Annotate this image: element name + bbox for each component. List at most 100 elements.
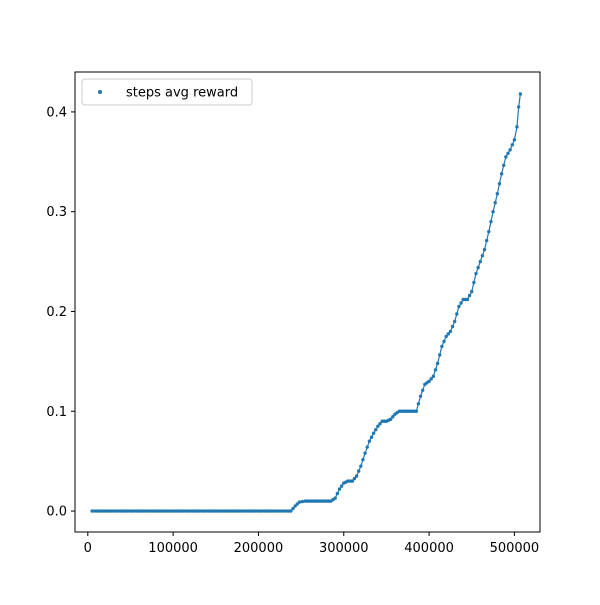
data-point: [137, 509, 141, 513]
data-point: [146, 509, 150, 513]
data-point: [414, 409, 418, 413]
data-point: [255, 509, 260, 513]
data-point: [286, 509, 291, 513]
data-point: [472, 280, 476, 285]
data-point: [474, 271, 478, 276]
data-point: [127, 509, 132, 513]
data-point: [248, 509, 253, 513]
data-point: [508, 148, 512, 152]
data-point: [484, 238, 489, 243]
data-point: [359, 464, 363, 468]
data-point: [160, 509, 164, 513]
y-tick-label: 0.3: [46, 205, 67, 220]
x-tick-label: 200000: [234, 541, 284, 556]
x-tick-label: 100000: [148, 541, 198, 556]
data-point: [144, 509, 148, 513]
data-point: [391, 415, 395, 419]
data-point: [188, 509, 192, 513]
data-point: [92, 509, 97, 513]
data-point: [516, 105, 521, 109]
data-point: [284, 509, 288, 513]
data-point: [438, 353, 442, 357]
data-point: [165, 509, 169, 513]
data-point: [270, 509, 274, 513]
data-point: [289, 509, 293, 513]
data-point: [335, 491, 340, 496]
plot-area: [75, 72, 540, 532]
legend-box: [81, 78, 253, 106]
x-tick-label: 300000: [319, 541, 369, 556]
data-point: [448, 329, 453, 334]
data-point: [225, 509, 230, 513]
data-point: [181, 509, 185, 513]
data-point: [491, 210, 495, 214]
y-tick-label: 0.1: [46, 405, 67, 420]
data-point: [480, 253, 485, 258]
legend-marker: [98, 90, 102, 94]
data-point: [446, 332, 450, 336]
data-point: [197, 509, 202, 513]
data-point: [427, 379, 431, 384]
data-point: [482, 247, 487, 252]
data-point: [153, 509, 157, 513]
data-point: [512, 138, 517, 142]
data-point: [350, 479, 354, 483]
data-point: [282, 509, 286, 513]
data-point: [151, 509, 155, 513]
legend: steps avg reward: [81, 78, 253, 106]
data-point: [444, 334, 448, 339]
data-point: [502, 163, 506, 167]
data-point: [214, 509, 218, 513]
data-point: [376, 424, 380, 428]
data-point: [116, 509, 120, 513]
data-point: [365, 445, 369, 449]
data-marks: [90, 92, 523, 513]
data-point: [356, 469, 361, 473]
data-point: [123, 509, 127, 513]
data-point: [141, 509, 146, 513]
data-point: [339, 484, 344, 488]
data-point: [418, 394, 423, 398]
data-point: [374, 428, 378, 432]
data-point: [297, 500, 302, 504]
x-axis: 0 100000 200000 300000 400000 500000: [84, 532, 539, 556]
data-point: [109, 509, 113, 513]
data-point: [211, 509, 216, 513]
data-point: [218, 509, 223, 513]
data-point: [274, 509, 279, 513]
data-point: [293, 504, 297, 508]
data-point: [277, 509, 281, 513]
data-point: [134, 509, 139, 513]
legend-label: steps avg reward: [126, 86, 238, 101]
data-point: [352, 476, 357, 481]
data-point: [416, 402, 421, 406]
data-point: [230, 509, 234, 513]
data-point: [478, 259, 482, 264]
data-point: [388, 417, 393, 421]
data-point: [495, 192, 500, 196]
data-point: [190, 509, 195, 513]
data-point: [114, 509, 118, 513]
data-point: [452, 319, 457, 324]
data-point: [204, 509, 209, 513]
y-tick-label: 0.0: [46, 505, 67, 520]
data-point: [371, 431, 376, 435]
data-point: [431, 374, 436, 379]
data-point: [504, 155, 508, 159]
data-point: [272, 509, 276, 513]
data-point: [237, 509, 241, 513]
data-point: [106, 509, 111, 513]
y-tick-label: 0.4: [46, 105, 67, 120]
data-point: [510, 143, 514, 147]
data-point: [244, 509, 248, 513]
data-point: [235, 509, 239, 513]
data-point: [158, 509, 162, 513]
data-point: [221, 509, 225, 513]
x-tick-label: 0: [84, 541, 92, 556]
data-point: [295, 502, 299, 506]
data-point: [518, 92, 523, 96]
data-point: [440, 344, 444, 349]
data-point: [487, 229, 491, 234]
data-point: [493, 201, 497, 205]
data-point: [369, 435, 374, 439]
